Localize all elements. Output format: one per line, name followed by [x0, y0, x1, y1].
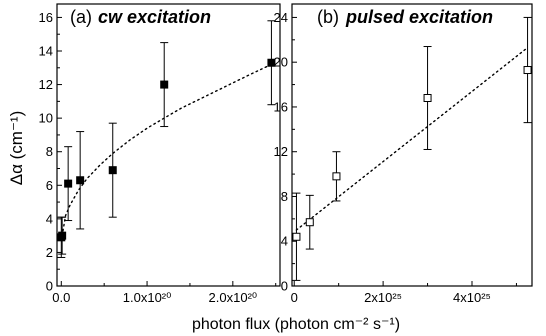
filled-square-marker: [76, 176, 85, 185]
panel-b-ticks: 0 4 8 12 16 20 24 0 2x10²⁵ 4x10²⁵: [274, 10, 517, 305]
open-square-marker: [523, 66, 532, 75]
data-point: [523, 16, 532, 124]
data-point: [423, 46, 432, 150]
panel-b-title: pulsed excitation: [345, 7, 493, 27]
y-tick-label: 4: [281, 234, 288, 249]
y-tick-label: 6: [46, 178, 53, 193]
y-tick-label: 4: [46, 211, 53, 226]
fit-line: [295, 46, 529, 231]
data-point: [292, 192, 301, 281]
panel-a-label: (a): [70, 7, 92, 27]
y-tick-label: 12: [274, 144, 288, 159]
data-point: [58, 216, 67, 255]
y-tick-label: 2: [46, 245, 53, 260]
filled-square-marker: [160, 80, 169, 89]
y-tick-label: 0: [46, 279, 53, 294]
x-tick-label: 0: [291, 290, 298, 305]
panel-a-ticks: 0 2 4 6 8 10 12 14 16 0.0 1.0x10²⁰ 2.0x10²⁰: [39, 10, 277, 305]
panel-a-title: cw excitation: [98, 7, 211, 27]
panel-b-label: (b): [317, 7, 339, 27]
x-tick-label: 2.0x10²⁰: [209, 290, 258, 305]
open-square-marker: [305, 218, 314, 227]
y-tick-label: 24: [274, 10, 288, 25]
data-point: [76, 131, 85, 230]
panel-a-fit-line: [60, 63, 273, 242]
data-point: [332, 151, 341, 202]
filled-square-marker: [64, 179, 73, 188]
data-point: [160, 42, 169, 128]
panel-a-plot-frame: [56, 3, 281, 287]
y-tick-label: 14: [39, 44, 53, 59]
data-point: [305, 194, 314, 250]
panel-b-data-points: [292, 16, 532, 281]
filled-square-marker: [58, 231, 67, 240]
y-tick-label: 16: [39, 10, 53, 25]
x-tick-label: 0.0: [52, 290, 70, 305]
data-point: [64, 146, 73, 222]
y-tick-label: 10: [39, 111, 53, 126]
x-tick-label: 4x10²⁵: [453, 290, 491, 305]
y-tick-label: 12: [39, 77, 53, 92]
y-tick-label: 0: [281, 279, 288, 294]
y-tick-label: 8: [46, 144, 53, 159]
y-axis-label: Δα (cm⁻¹): [7, 111, 26, 186]
x-tick-label: 1.0x10²⁰: [123, 290, 172, 305]
y-tick-label: 20: [274, 55, 288, 70]
panel-a-data-points: [57, 20, 276, 258]
panel-b-plot-frame: [291, 3, 533, 287]
y-tick-label: 8: [281, 189, 288, 204]
panel-a-cw-excitation: 0 2 4 6 8 10 12 14 16 0.0 1.0x10²⁰ 2.0x10²⁰ (a) cw …: [39, 3, 281, 305]
fit-line: [60, 63, 273, 242]
panel-b-fit-line: [295, 46, 529, 231]
y-tick-label: 16: [274, 99, 288, 114]
x-axis-label: photon flux (photon cm⁻² s⁻¹): [192, 316, 400, 333]
open-square-marker: [292, 232, 301, 241]
data-point: [267, 20, 276, 106]
panel-b-pulsed-excitation: 0 4 8 12 16 20 24 0 2x10²⁵ 4x10²⁵ (b) pulsed exci…: [274, 3, 533, 305]
filled-square-marker: [108, 166, 117, 175]
open-square-marker: [332, 172, 341, 181]
open-square-marker: [423, 94, 432, 102]
filled-square-marker: [267, 58, 276, 67]
x-tick-label: 2x10²⁵: [364, 290, 402, 305]
data-point: [108, 122, 117, 218]
